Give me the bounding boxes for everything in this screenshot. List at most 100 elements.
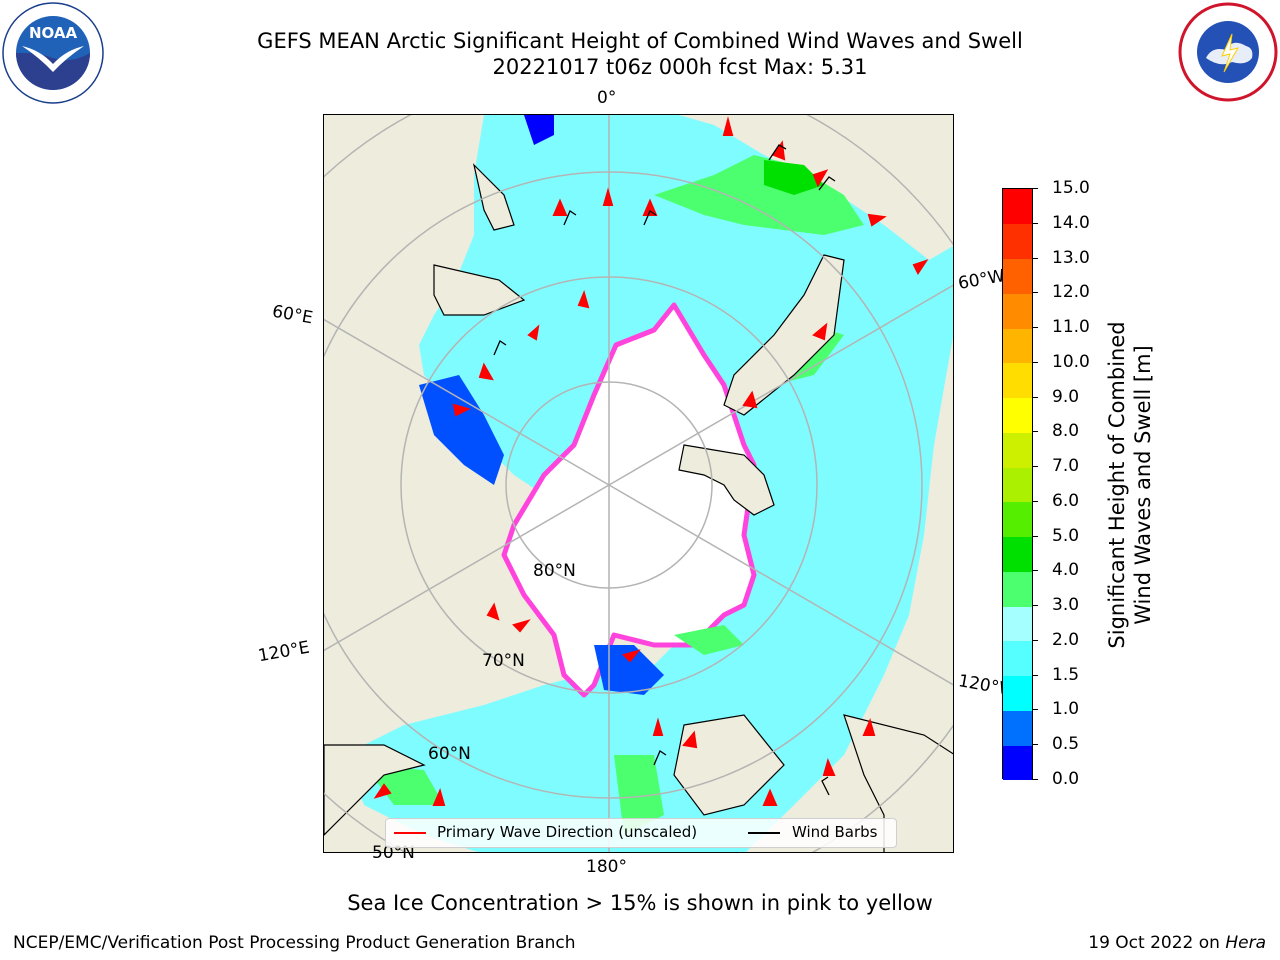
- colorbar-segment: [1003, 501, 1032, 538]
- lon-label-0: 0°: [597, 88, 617, 108]
- coastline: [678, 444, 775, 516]
- noaa-logo: NOAA: [2, 2, 104, 104]
- colorbar-tick: [1032, 605, 1038, 607]
- colorbar-segment: [1003, 606, 1032, 642]
- lat-label-60n: 60°N: [428, 744, 471, 764]
- arctic-map: 0°: [323, 114, 954, 853]
- colorbar-segment: [1003, 362, 1032, 399]
- colorbar-tick-label: 4.0: [1052, 560, 1080, 581]
- colorbar-tick-label: 0.5: [1052, 734, 1080, 755]
- colorbar-segment: [1003, 640, 1032, 677]
- chart-title: GEFS MEAN Arctic Significant Height of C…: [257, 29, 1023, 53]
- wind-barb: [768, 144, 787, 161]
- lon-label-60e: 60°E: [270, 301, 315, 329]
- lon-label-180: 180°: [586, 857, 627, 877]
- coastline: [723, 254, 845, 416]
- coastline: [433, 264, 526, 316]
- colorbar-tick-label: 8.0: [1052, 421, 1080, 442]
- colorbar-segment: [1003, 675, 1032, 711]
- wave-arrows: [373, 116, 929, 806]
- sea-ice-pack: [504, 305, 754, 695]
- colorbar-tick-label: 11.0: [1052, 317, 1090, 338]
- colorbar-segment: [1003, 223, 1032, 259]
- low-wave-patch: [594, 645, 664, 695]
- high-wave-patch: [614, 755, 664, 835]
- colorbar-segment: [1003, 745, 1032, 781]
- wave-arrow: [652, 717, 664, 736]
- wave-arrow: [742, 390, 758, 409]
- coastline: [324, 744, 426, 836]
- colorbar-segment: [1003, 397, 1032, 433]
- high-wave-patch: [764, 160, 824, 195]
- wave-arrow: [486, 602, 500, 621]
- wave-arrow: [642, 198, 658, 216]
- wave-arrow: [912, 259, 929, 275]
- colorbar-segment: [1003, 328, 1032, 364]
- colorbar-tick: [1032, 257, 1038, 259]
- legend-wind-barbs: Wind Barbs: [792, 823, 878, 841]
- wind-barb: [653, 750, 667, 766]
- wave-arrow: [552, 198, 568, 216]
- legend-wave-swatch: [394, 832, 426, 834]
- wave-arrow: [622, 649, 641, 663]
- wave-arrow: [722, 116, 734, 136]
- colorbar-segment: [1003, 571, 1032, 607]
- lat-label-80n: 80°N: [533, 561, 576, 581]
- meridian-120e: [324, 484, 610, 652]
- colorbar-tick-label: 15.0: [1052, 178, 1090, 198]
- colorbar-segment: [1003, 710, 1032, 746]
- legend-primary-wave: Primary Wave Direction (unscaled): [437, 823, 698, 841]
- colorbar-tick-label: 6.0: [1052, 490, 1080, 511]
- colorbar-tick: [1032, 466, 1038, 468]
- colorbar-segment: [1003, 432, 1032, 468]
- colorbar-tick: [1032, 709, 1038, 711]
- legend-barb-swatch: [748, 832, 780, 834]
- colorbar-segment: [1003, 258, 1032, 294]
- colorbar-tick-label: 10.0: [1052, 351, 1090, 372]
- wave-arrow: [762, 788, 778, 806]
- noaa-logo-text: NOAA: [29, 24, 78, 42]
- wave-arrow: [867, 213, 887, 227]
- colorbar-label-line1: Significant Height of Combined: [1105, 321, 1129, 649]
- colorbar-tick: [1032, 535, 1038, 537]
- wave-arrow: [812, 322, 828, 341]
- wind-barb: [818, 176, 836, 191]
- colorbar-tick-label: 0.0: [1052, 769, 1080, 789]
- colorbar-tick: [1032, 188, 1038, 189]
- wave-arrow: [478, 362, 494, 381]
- high-wave-patch: [654, 155, 864, 235]
- colorbar-tick-label: 5.0: [1052, 525, 1080, 546]
- colorbar-tick-label: 1.5: [1052, 664, 1080, 685]
- footer-host: Hera: [1225, 933, 1266, 953]
- wind-barb: [563, 210, 577, 226]
- colorbar-tick-label: 7.0: [1052, 456, 1080, 477]
- colorbar-tick-label: 9.0: [1052, 386, 1080, 407]
- colorbar-label: Significant Height of Combined Wind Wave…: [1104, 321, 1156, 648]
- wave-arrow: [602, 187, 614, 206]
- chart-subtitle: 20221017 t06z 000h fcst Max: 5.31: [492, 55, 868, 79]
- colorbar-tick-label: 3.0: [1052, 595, 1080, 616]
- colorbar-tick: [1032, 674, 1038, 676]
- colorbar-tick-label: 14.0: [1052, 212, 1090, 233]
- high-wave-patch: [674, 625, 744, 655]
- wind-barb: [643, 210, 657, 226]
- wind-barbs: [493, 144, 836, 796]
- footer-credit: NCEP/EMC/Verification Post Processing Pr…: [13, 933, 576, 953]
- wave-arrow: [577, 289, 590, 309]
- lon-label-60w: 60°W: [956, 266, 1007, 294]
- map-legend: Primary Wave Direction (unscaled) Wind B…: [385, 818, 897, 848]
- colorbar-tick: [1032, 361, 1038, 363]
- colorbar-tick: [1032, 500, 1038, 502]
- lat-label-50n: 50°N: [372, 843, 415, 863]
- map-canvas: [324, 115, 953, 852]
- coastline: [673, 714, 785, 816]
- meridian-60e: [324, 318, 610, 486]
- colorbar-segment: [1003, 536, 1032, 572]
- wave-arrow: [452, 403, 471, 417]
- colorbar-tick: [1032, 396, 1038, 398]
- footer-date-text: 19 Oct 2022 on: [1088, 933, 1226, 953]
- colorbar-segment: [1003, 189, 1032, 225]
- colorbar-tick: [1032, 639, 1038, 641]
- colorbar-tick-label: 12.0: [1052, 282, 1090, 303]
- wave-arrow: [822, 758, 836, 776]
